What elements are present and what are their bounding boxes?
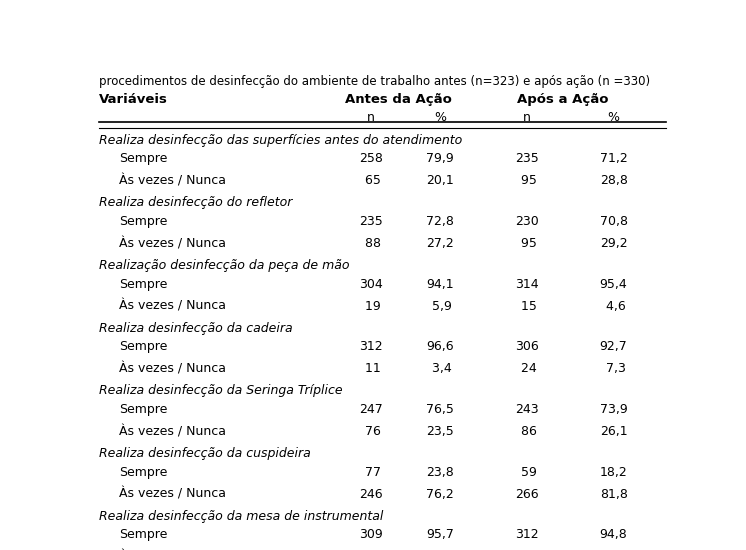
Text: 23,5: 23,5	[426, 425, 454, 438]
Text: %: %	[607, 111, 620, 124]
Text: Realiza desinfecção do refletor: Realiza desinfecção do refletor	[99, 196, 292, 210]
Text: 243: 243	[515, 403, 539, 416]
Text: 306: 306	[515, 340, 539, 354]
Text: 304: 304	[359, 278, 383, 291]
Text: 72,8: 72,8	[426, 215, 454, 228]
Text: Sempre: Sempre	[119, 152, 168, 166]
Text: 4,6: 4,6	[602, 300, 625, 313]
Text: 312: 312	[359, 340, 383, 354]
Text: 20,1: 20,1	[426, 174, 454, 188]
Text: 96,6: 96,6	[426, 340, 454, 354]
Text: Às vezes / Nunca: Às vezes / Nunca	[119, 174, 226, 188]
Text: 7,3: 7,3	[601, 362, 626, 376]
Text: 65: 65	[361, 174, 380, 188]
Text: 59: 59	[517, 466, 537, 479]
Text: 309: 309	[359, 529, 383, 541]
Text: 86: 86	[517, 425, 537, 438]
Text: n: n	[367, 111, 374, 124]
Text: 247: 247	[359, 403, 383, 416]
Text: n: n	[523, 111, 531, 124]
Text: %: %	[434, 111, 446, 124]
Text: Às vezes / Nunca: Às vezes / Nunca	[119, 488, 226, 501]
Text: 77: 77	[361, 466, 380, 479]
Text: Sempre: Sempre	[119, 215, 168, 228]
Text: Às vezes / Nunca: Às vezes / Nunca	[119, 425, 226, 438]
Text: Após a Ação: Após a Ação	[517, 93, 609, 106]
Text: Às vezes / Nunca: Às vezes / Nunca	[119, 300, 226, 313]
Text: 27,2: 27,2	[426, 237, 454, 250]
Text: Sempre: Sempre	[119, 403, 168, 416]
Text: 95,4: 95,4	[600, 278, 627, 291]
Text: 70,8: 70,8	[600, 215, 627, 228]
Text: 95: 95	[517, 174, 537, 188]
Text: 19: 19	[361, 300, 380, 313]
Text: Variáveis: Variáveis	[99, 93, 168, 106]
Text: 73,9: 73,9	[600, 403, 627, 416]
Text: Sempre: Sempre	[119, 278, 168, 291]
Text: 23,8: 23,8	[426, 466, 454, 479]
Text: 235: 235	[359, 215, 383, 228]
Text: 5,9: 5,9	[428, 300, 452, 313]
Text: 266: 266	[515, 488, 539, 501]
Text: 76,2: 76,2	[426, 488, 454, 501]
Text: 95,7: 95,7	[426, 529, 454, 541]
Text: Realiza desinfecção da cuspideira: Realiza desinfecção da cuspideira	[99, 447, 311, 460]
Text: 26,1: 26,1	[600, 425, 627, 438]
Text: 314: 314	[515, 278, 539, 291]
Text: 15: 15	[517, 300, 537, 313]
Text: 94,8: 94,8	[600, 529, 627, 541]
Text: 71,2: 71,2	[600, 152, 627, 166]
Text: procedimentos de desinfecção do ambiente de trabalho antes (n=323) e após ação (: procedimentos de desinfecção do ambiente…	[99, 75, 651, 89]
Text: Realiza desinfecção da Seringa Tríplice: Realiza desinfecção da Seringa Tríplice	[99, 384, 342, 398]
Text: Realiza desinfecção da cadeira: Realiza desinfecção da cadeira	[99, 322, 292, 335]
Text: Sempre: Sempre	[119, 529, 168, 541]
Text: Às vezes / Nunca: Às vezes / Nunca	[119, 362, 226, 376]
Text: 28,8: 28,8	[600, 174, 627, 188]
Text: 88: 88	[361, 237, 380, 250]
Text: 76,5: 76,5	[426, 403, 454, 416]
Text: Antes da Ação: Antes da Ação	[345, 93, 451, 106]
Text: Sempre: Sempre	[119, 340, 168, 354]
Text: Realização desinfecção da peça de mão: Realização desinfecção da peça de mão	[99, 259, 350, 272]
Text: 92,7: 92,7	[600, 340, 627, 354]
Text: 81,8: 81,8	[600, 488, 627, 501]
Text: 11: 11	[361, 362, 380, 376]
Text: 258: 258	[359, 152, 383, 166]
Text: Realiza desinfecção da mesa de instrumental: Realiza desinfecção da mesa de instrumen…	[99, 510, 383, 523]
Text: 76: 76	[361, 425, 380, 438]
Text: 94,1: 94,1	[426, 278, 454, 291]
Text: 230: 230	[515, 215, 539, 228]
Text: 95: 95	[517, 237, 537, 250]
Text: 18,2: 18,2	[600, 466, 627, 479]
Text: 29,2: 29,2	[600, 237, 627, 250]
Text: 79,9: 79,9	[426, 152, 454, 166]
Text: Realiza desinfecção das superfícies antes do atendimento: Realiza desinfecção das superfícies ante…	[99, 134, 463, 147]
Text: 24: 24	[517, 362, 536, 376]
Text: 235: 235	[515, 152, 539, 166]
Text: 246: 246	[359, 488, 383, 501]
Text: Sempre: Sempre	[119, 466, 168, 479]
Text: 312: 312	[515, 529, 539, 541]
Text: 3,4: 3,4	[428, 362, 452, 376]
Text: Às vezes / Nunca: Às vezes / Nunca	[119, 237, 226, 250]
